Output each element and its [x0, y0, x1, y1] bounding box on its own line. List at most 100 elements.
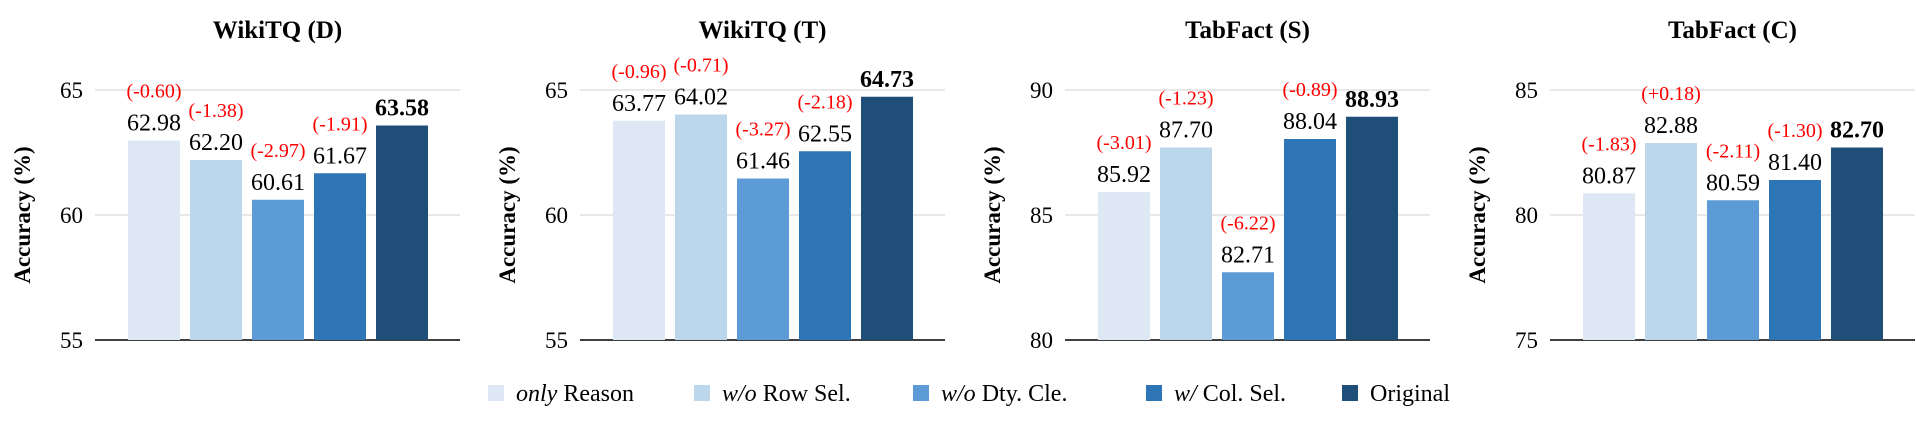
legend-label-prefix: only — [516, 381, 558, 407]
delta-label: (-1.23) — [1159, 88, 1214, 110]
chart-legend: only Reason w/o Row Sel. w/o Dty. Cle. w/ C… — [488, 381, 1450, 407]
y-tick-label: 55 — [60, 328, 83, 353]
legend-label-suffix: Col. Sel. — [1197, 381, 1286, 407]
legend-label: Original — [1370, 381, 1450, 407]
y-tick-label: 80 — [1515, 203, 1538, 228]
legend-swatch — [694, 385, 710, 401]
y-axis-label: Accuracy (%) — [495, 146, 520, 283]
bar — [861, 96, 913, 340]
delta-label: (-1.38) — [189, 100, 244, 122]
chart-panel: WikiTQ (T) Accuracy (%) 55 60 65 63.77 (-0.96)… — [495, 17, 945, 353]
bar — [1831, 147, 1883, 340]
legend-item: only Reason — [488, 381, 634, 407]
bar — [1346, 116, 1398, 340]
y-tick-label: 65 — [545, 78, 568, 103]
legend-label-prefix: w/o — [941, 381, 976, 407]
legend-label-prefix: w/ — [1174, 381, 1199, 407]
delta-label: (-0.71) — [674, 55, 729, 77]
legend-label-suffix: Reason — [557, 381, 634, 407]
bar — [376, 125, 428, 340]
legend-swatch — [1342, 385, 1358, 401]
delta-label: (-2.97) — [251, 140, 306, 162]
delta-label: (-1.91) — [313, 113, 368, 135]
y-tick-label: 60 — [545, 203, 568, 228]
bar — [190, 160, 242, 340]
value-label: 64.73 — [860, 67, 914, 93]
y-axis-label: Accuracy (%) — [10, 146, 35, 283]
value-label: 82.88 — [1644, 113, 1698, 139]
value-label: 61.67 — [313, 143, 367, 169]
y-tick-label: 85 — [1030, 203, 1053, 228]
y-tick-label: 80 — [1030, 328, 1053, 353]
y-tick-label: 55 — [545, 328, 568, 353]
chart-panel: TabFact (S) Accuracy (%) 80 85 90 85.92 (-3.01… — [980, 17, 1430, 353]
legend-item: w/o Dty. Cle. — [913, 381, 1067, 407]
value-label: 88.04 — [1283, 109, 1337, 135]
legend-label: w/ Col. Sel. — [1174, 381, 1286, 407]
bar — [1645, 143, 1697, 340]
y-tick-label: 85 — [1515, 78, 1538, 103]
chart-panel: WikiTQ (D) Accuracy (%) 55 60 65 62.98 (-0.60)… — [10, 17, 460, 353]
legend-label-suffix: Original — [1370, 381, 1450, 407]
value-label: 81.40 — [1768, 150, 1822, 176]
value-label: 62.98 — [127, 111, 181, 137]
y-axis-label: Accuracy (%) — [980, 146, 1005, 283]
legend-label-suffix: Dty. Cle. — [976, 381, 1068, 407]
bar — [675, 114, 727, 340]
legend-label-prefix: w/o — [722, 381, 757, 407]
value-label: 63.58 — [375, 96, 429, 122]
value-label: 61.46 — [736, 149, 790, 175]
bar — [1583, 193, 1635, 340]
bar — [1098, 192, 1150, 340]
panel-title: TabFact (C) — [1668, 17, 1797, 44]
legend-label: w/o Dty. Cle. — [941, 381, 1067, 407]
legend-swatch — [1146, 385, 1162, 401]
y-axis-label: Accuracy (%) — [1465, 146, 1490, 283]
bar — [737, 178, 789, 340]
bar — [314, 173, 366, 340]
y-tick-label: 65 — [60, 78, 83, 103]
legend-swatch — [488, 385, 504, 401]
bar — [1769, 180, 1821, 340]
delta-label: (-3.01) — [1097, 132, 1152, 154]
delta-label: (-1.30) — [1768, 120, 1823, 142]
panel-title: WikiTQ (D) — [213, 17, 342, 44]
legend-label: only Reason — [516, 381, 634, 407]
value-label: 88.93 — [1345, 87, 1399, 113]
value-label: 82.71 — [1221, 242, 1275, 268]
legend-item: w/ Col. Sel. — [1146, 381, 1286, 407]
bar — [799, 151, 851, 340]
value-label: 63.77 — [612, 91, 666, 117]
delta-label: (-0.60) — [127, 81, 182, 103]
bar — [252, 199, 304, 340]
legend-label-suffix: Row Sel. — [757, 381, 851, 407]
legend-label: w/o Row Sel. — [722, 381, 851, 407]
delta-label: (-1.83) — [1582, 133, 1637, 155]
legend-item: Original — [1342, 381, 1450, 407]
legend-swatch — [913, 385, 929, 401]
panel-title: WikiTQ (T) — [698, 17, 826, 44]
value-label: 64.02 — [674, 85, 728, 111]
delta-label: (-0.96) — [612, 61, 667, 83]
bar — [1222, 272, 1274, 340]
value-label: 80.59 — [1706, 170, 1760, 196]
value-label: 85.92 — [1097, 162, 1151, 188]
y-tick-label: 90 — [1030, 78, 1053, 103]
bar — [613, 120, 665, 340]
bar — [128, 140, 180, 340]
value-label: 82.70 — [1830, 118, 1884, 144]
value-label: 62.20 — [189, 130, 243, 156]
legend-item: w/o Row Sel. — [694, 381, 851, 407]
value-label: 62.55 — [798, 121, 852, 147]
value-label: 87.70 — [1159, 118, 1213, 144]
y-tick-label: 75 — [1515, 328, 1538, 353]
bar — [1284, 139, 1336, 340]
delta-label: (-3.27) — [736, 119, 791, 141]
bar — [1707, 200, 1759, 340]
value-label: 60.61 — [251, 170, 305, 196]
delta-label: (-2.11) — [1706, 140, 1760, 162]
delta-label: (+0.18) — [1641, 83, 1701, 105]
delta-label: (-6.22) — [1221, 212, 1276, 234]
chart-panel: TabFact (C) Accuracy (%) 75 80 85 80.87 (-1.83… — [1465, 17, 1915, 353]
